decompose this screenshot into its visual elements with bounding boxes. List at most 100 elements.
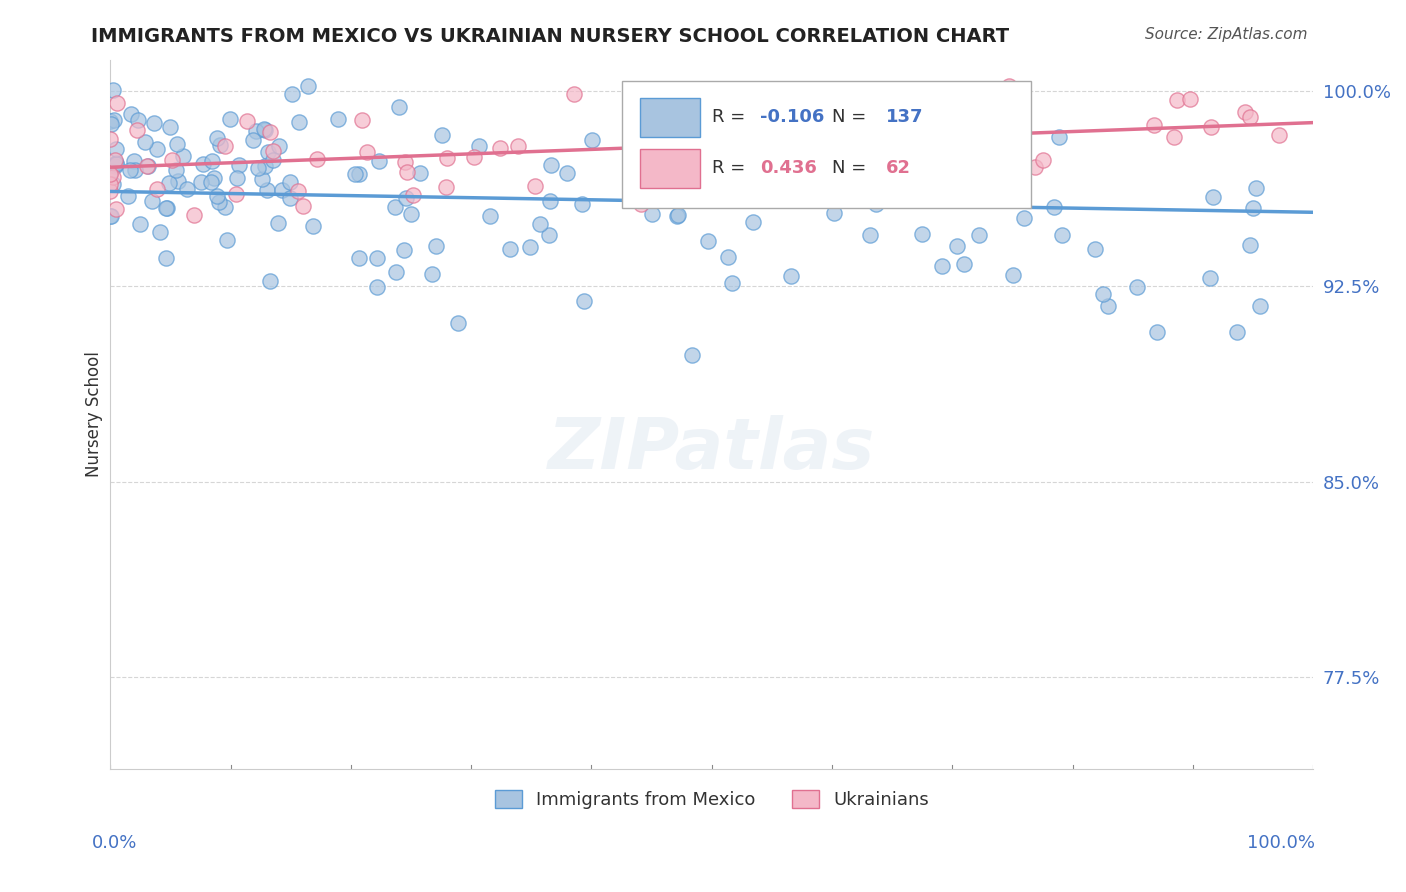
Point xyxy=(167,173,190,187)
Point xyxy=(519,240,541,254)
Point xyxy=(257,145,280,159)
Point xyxy=(101,83,124,97)
Point xyxy=(156,201,179,215)
Point xyxy=(1084,242,1107,256)
Point xyxy=(271,183,294,197)
Point xyxy=(166,137,188,152)
Point xyxy=(1201,120,1223,135)
Point xyxy=(127,113,149,128)
Point xyxy=(1199,271,1222,285)
Point xyxy=(665,209,688,223)
Point xyxy=(100,210,122,224)
Point xyxy=(1146,326,1168,340)
Point xyxy=(447,316,470,330)
Point xyxy=(143,116,166,130)
Point xyxy=(205,131,228,145)
Point xyxy=(135,159,157,173)
Point xyxy=(162,153,184,168)
Text: 100.0%: 100.0% xyxy=(1247,834,1315,852)
Point xyxy=(724,157,747,171)
Text: 0.436: 0.436 xyxy=(759,160,817,178)
Point xyxy=(366,280,388,294)
Point xyxy=(120,107,142,121)
Point xyxy=(730,137,752,152)
Point xyxy=(242,133,264,147)
Point xyxy=(1180,92,1202,106)
Point xyxy=(159,120,181,135)
Point xyxy=(666,208,689,222)
Point xyxy=(998,79,1021,94)
Point xyxy=(717,250,740,264)
Point xyxy=(463,150,485,164)
Point xyxy=(844,124,866,138)
Point xyxy=(149,225,172,239)
Point xyxy=(690,149,713,163)
Point xyxy=(134,135,156,149)
Point xyxy=(934,165,956,179)
FancyBboxPatch shape xyxy=(621,81,1031,209)
Point xyxy=(436,152,458,166)
Point xyxy=(259,274,281,288)
Point xyxy=(939,108,962,122)
Point xyxy=(98,184,121,198)
Text: N =: N = xyxy=(832,160,872,178)
Point xyxy=(155,201,177,215)
Point xyxy=(1097,299,1119,313)
Point xyxy=(98,177,121,191)
Point xyxy=(1239,110,1261,124)
Point xyxy=(253,159,276,173)
Point xyxy=(425,239,447,253)
Point xyxy=(128,217,150,231)
Point xyxy=(1163,130,1185,145)
Point xyxy=(720,276,742,290)
Point xyxy=(141,194,163,209)
Point xyxy=(395,191,418,205)
Text: R =: R = xyxy=(711,109,751,127)
Point xyxy=(388,100,411,114)
Text: 137: 137 xyxy=(886,109,924,127)
Point xyxy=(506,139,529,153)
Text: N =: N = xyxy=(832,109,872,127)
Point xyxy=(225,187,247,202)
Point xyxy=(1002,268,1025,282)
Text: -0.106: -0.106 xyxy=(759,109,824,127)
Point xyxy=(98,167,121,181)
Point xyxy=(343,168,366,182)
Point xyxy=(745,134,768,148)
Point xyxy=(262,153,284,167)
FancyBboxPatch shape xyxy=(640,149,700,188)
Point xyxy=(1246,181,1268,195)
Point xyxy=(865,197,887,211)
Point xyxy=(1024,160,1046,174)
Point xyxy=(946,239,969,253)
Point xyxy=(165,163,187,178)
Point xyxy=(399,207,422,221)
Point xyxy=(100,117,122,131)
Point xyxy=(394,155,416,169)
Point xyxy=(105,156,128,170)
Point xyxy=(1012,211,1035,225)
Point xyxy=(402,188,425,202)
Point xyxy=(347,252,370,266)
Point xyxy=(1008,135,1031,149)
Point xyxy=(253,122,276,136)
Point xyxy=(1050,227,1073,242)
Point xyxy=(104,157,127,171)
Point xyxy=(555,166,578,180)
Legend: Immigrants from Mexico, Ukrainians: Immigrants from Mexico, Ukrainians xyxy=(488,782,936,816)
Point xyxy=(1241,201,1264,215)
Point xyxy=(190,176,212,190)
Point xyxy=(326,112,349,126)
Point xyxy=(366,251,388,265)
Point xyxy=(1143,118,1166,132)
FancyBboxPatch shape xyxy=(640,98,700,136)
Point xyxy=(347,167,370,181)
Point xyxy=(538,228,561,243)
Point xyxy=(967,228,990,243)
Point xyxy=(117,189,139,203)
Point xyxy=(288,115,311,129)
Point xyxy=(1239,237,1261,252)
Point xyxy=(172,149,194,163)
Point xyxy=(214,200,236,214)
Point xyxy=(200,175,222,189)
